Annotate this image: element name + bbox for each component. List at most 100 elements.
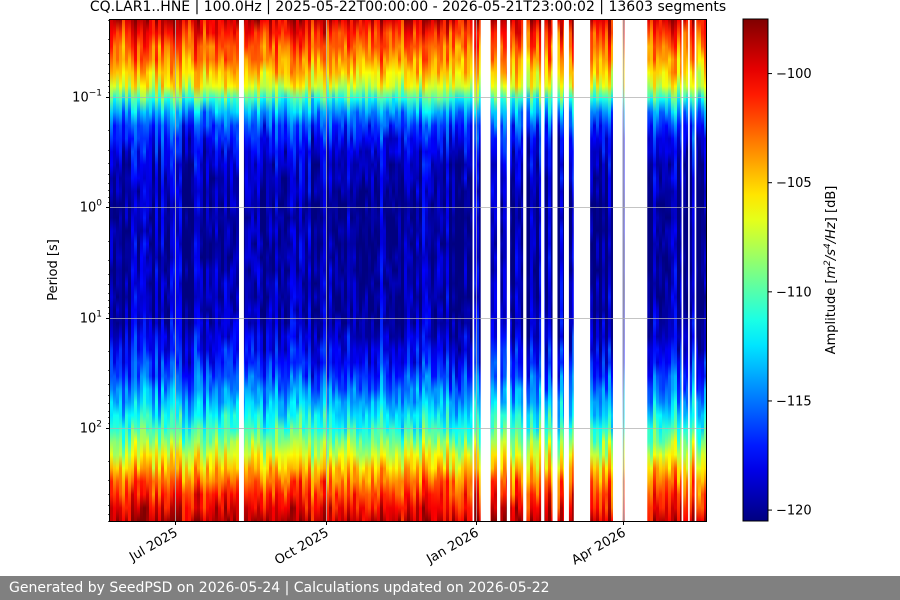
heatmap-column bbox=[161, 20, 165, 521]
x-tick-label: Jan 2026 bbox=[424, 525, 482, 567]
y-axis: 10−1 100 101 102 bbox=[72, 20, 110, 522]
heatmap-column bbox=[353, 20, 357, 521]
heatmap-column bbox=[134, 20, 138, 521]
heatmap-column bbox=[536, 20, 540, 521]
heatmap-column bbox=[560, 20, 564, 521]
heatmap-column bbox=[491, 20, 495, 521]
data-gap bbox=[541, 20, 545, 521]
heatmap-column bbox=[149, 20, 153, 521]
heatmap-column bbox=[458, 20, 462, 521]
heatmap-column bbox=[119, 20, 123, 521]
heatmap-column bbox=[290, 20, 294, 521]
data-gap bbox=[497, 20, 501, 521]
heatmap-column bbox=[302, 20, 306, 521]
heatmap-column bbox=[467, 20, 471, 521]
heatmap-column bbox=[533, 20, 537, 521]
heatmap-column bbox=[401, 20, 405, 521]
heatmap-column bbox=[572, 20, 576, 521]
colorbar-label: Amplitude [m2/s4/Hz] [dB] bbox=[823, 186, 839, 355]
colorbar-tick-label: −100 bbox=[776, 67, 812, 82]
heatmap-column bbox=[215, 20, 219, 521]
heatmap-column bbox=[446, 20, 450, 521]
heatmap-column bbox=[668, 20, 672, 521]
y-tick-label: 10−1 bbox=[72, 89, 102, 106]
heatmap-column bbox=[464, 20, 468, 521]
heatmap-column bbox=[377, 20, 381, 521]
heatmap-column bbox=[125, 20, 129, 521]
heatmap-column bbox=[260, 20, 264, 521]
heatmap-column bbox=[131, 20, 135, 521]
heatmap-column bbox=[527, 20, 531, 521]
heatmap-column bbox=[158, 20, 162, 521]
colorbar-tick-label: −120 bbox=[776, 504, 812, 519]
heatmap-column bbox=[449, 20, 453, 521]
heatmap-column bbox=[329, 20, 333, 521]
heatmap-column bbox=[305, 20, 309, 521]
heatmap-column bbox=[317, 20, 321, 521]
heatmap-column bbox=[665, 20, 669, 521]
heatmap-column bbox=[380, 20, 384, 521]
heatmap-column bbox=[176, 20, 180, 521]
x-tick-label: Oct 2025 bbox=[272, 525, 331, 568]
heatmap-column bbox=[362, 20, 366, 521]
heatmap-column bbox=[212, 20, 216, 521]
data-gap bbox=[624, 20, 648, 521]
heatmap-column bbox=[236, 20, 240, 521]
heatmap-column bbox=[368, 20, 372, 521]
heatmap-column bbox=[647, 20, 651, 521]
heatmap-column bbox=[200, 20, 204, 521]
y-tick-label: 101 bbox=[80, 310, 102, 327]
footer-text: Generated by SeedPSD on 2026-05-24 | Cal… bbox=[0, 576, 900, 600]
heatmap-column bbox=[698, 20, 702, 521]
heatmap-column bbox=[599, 20, 603, 521]
heatmap-column bbox=[434, 20, 438, 521]
heatmap-column bbox=[422, 20, 426, 521]
heatmap-column bbox=[269, 20, 273, 521]
heatmap-column bbox=[263, 20, 267, 521]
heatmap-column bbox=[473, 20, 477, 521]
heatmap-column bbox=[248, 20, 252, 521]
colorbar-tick-label: −105 bbox=[776, 176, 812, 191]
heatmap-column bbox=[272, 20, 276, 521]
heatmap-column bbox=[167, 20, 171, 521]
heatmap-column bbox=[602, 20, 606, 521]
heatmap-column bbox=[341, 20, 345, 521]
heatmap-column bbox=[476, 20, 480, 521]
heatmap-column bbox=[608, 20, 612, 521]
data-gap bbox=[688, 20, 690, 521]
heatmap-column bbox=[188, 20, 192, 521]
heatmap-column bbox=[338, 20, 342, 521]
y-tick-label: 100 bbox=[80, 199, 103, 216]
data-gap bbox=[694, 20, 697, 521]
x-axis: Jul 2025 Oct 2025 Jan 2026 Apr 2026 bbox=[126, 521, 629, 568]
heatmap-column bbox=[416, 20, 420, 521]
heatmap-column bbox=[383, 20, 387, 521]
heatmap-column bbox=[374, 20, 378, 521]
heatmap-column bbox=[227, 20, 231, 521]
heatmap-column bbox=[233, 20, 237, 521]
heatmap-column bbox=[218, 20, 222, 521]
heatmap-column bbox=[689, 20, 693, 521]
grid-lines bbox=[110, 20, 706, 521]
heatmap-column bbox=[350, 20, 354, 521]
heatmap-column bbox=[530, 20, 534, 521]
y-axis-label: Period [s] bbox=[46, 239, 61, 301]
heatmap-column bbox=[557, 20, 561, 521]
heatmap-column bbox=[257, 20, 261, 521]
heatmap-column bbox=[494, 20, 498, 521]
heatmap-column bbox=[704, 20, 707, 521]
heatmap-column bbox=[437, 20, 441, 521]
heatmap-column bbox=[662, 20, 666, 521]
heatmap-column bbox=[194, 20, 198, 521]
heatmap-column bbox=[281, 20, 285, 521]
x-tick-label: Apr 2026 bbox=[569, 525, 628, 568]
heatmap-column bbox=[569, 20, 573, 521]
heatmap-column bbox=[113, 20, 117, 521]
heatmap-column bbox=[695, 20, 699, 521]
heatmap-column bbox=[548, 20, 552, 521]
heatmap-column bbox=[461, 20, 465, 521]
heatmap-column bbox=[110, 20, 114, 521]
colorbar-gradient bbox=[742, 18, 769, 522]
heatmap-column bbox=[137, 20, 141, 521]
heatmap-column bbox=[674, 20, 678, 521]
